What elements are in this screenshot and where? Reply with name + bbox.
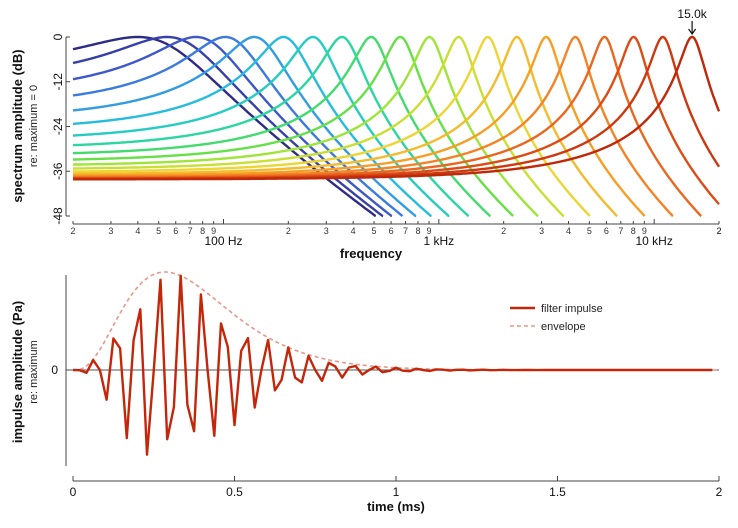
- x-tick-label: 7: [403, 226, 408, 236]
- decade-label: 1 kHz: [424, 234, 455, 248]
- impulse-panel: 0 0.5 1 1.5 2 0 time (ms) impulse amplitude (…: [10, 271, 723, 514]
- x-tick-label: 2: [716, 485, 723, 499]
- filter-response-curve: [73, 35, 618, 218]
- spectrum-y-label: spectrum amplitude (dB): [10, 49, 25, 202]
- decade-label: 10 kHz: [635, 234, 672, 248]
- y-tick-label: -12: [51, 73, 65, 91]
- x-tick-label: 2: [501, 226, 506, 236]
- x-tick-label: 9: [211, 226, 216, 236]
- spectrum-panel: 0-12-24-36-48 2 3 4 5 6 7 8 9 2 3 4 5 6 7 8 9 2 3 4 5 6 7 8 9 22…: [10, 7, 722, 261]
- x-tick-label: 0: [70, 485, 77, 499]
- x-tick-label: 5: [372, 226, 377, 236]
- x-tick-label: 6: [389, 226, 394, 236]
- impulse-x-label: time (ms): [367, 499, 425, 514]
- legend: filter impulse envelope: [510, 303, 603, 333]
- x-tick-label: 8: [631, 226, 636, 236]
- x-tick-label: 8: [200, 226, 205, 236]
- y-tick-label: -48: [51, 207, 65, 225]
- x-tick-label: 2: [286, 226, 291, 236]
- x-tick-label: 4: [351, 226, 356, 236]
- spectrum-y-sublabel: re: maximum = 0: [28, 85, 40, 167]
- x-tick-label: 0.5: [226, 485, 243, 499]
- filter-response-curve: [73, 35, 591, 217]
- impulse-y-sublabel: re: maximum: [28, 340, 40, 404]
- arrow-down-icon: [688, 21, 697, 36]
- filter-response-curve: [72, 35, 377, 218]
- x-tick-label: 7: [188, 226, 193, 236]
- x-tick-label: 3: [108, 226, 113, 236]
- filter-impulse-line: [72, 274, 713, 456]
- envelope-line: [73, 271, 718, 371]
- filter-response-curve: [73, 35, 565, 218]
- x-tick-label: 9: [642, 226, 647, 236]
- filter-response-curve: [73, 35, 450, 218]
- filter-response-curve: [73, 35, 721, 181]
- x-tick-label: 8: [415, 226, 420, 236]
- x-tick-label: 6: [173, 226, 178, 236]
- filter-response-curve: [73, 35, 491, 218]
- filter-response-curve: [73, 35, 514, 217]
- filter-response-curve: [73, 35, 646, 217]
- legend-label-impulse: filter impulse: [541, 303, 603, 315]
- x-tick-label: 2: [70, 226, 75, 236]
- x-tick-label: 9: [426, 226, 431, 236]
- x-tick-label: 3: [324, 226, 329, 236]
- x-tick-label: 3: [539, 226, 544, 236]
- x-tick-label: 1.5: [549, 485, 566, 499]
- x-tick-label: 7: [618, 226, 623, 236]
- y-tick-label: 0: [51, 33, 65, 40]
- filter-response-curve: [72, 35, 470, 218]
- x-tick-label: 5: [156, 226, 161, 236]
- filter-response-curve: [72, 35, 417, 218]
- spectrum-x-label: frequency: [340, 246, 403, 261]
- y-tick-label: 0: [51, 363, 58, 377]
- x-tick-label: 2: [716, 226, 721, 236]
- x-tick-label: 2: [716, 226, 721, 236]
- annotation-label: 15.0k: [677, 7, 707, 21]
- decade-label: 100 Hz: [204, 234, 242, 248]
- impulse-y-label: impulse amplitude (Pa): [10, 301, 25, 443]
- x-tick-label: 4: [135, 226, 140, 236]
- x-tick-label: 6: [604, 226, 609, 236]
- x-tick-label: 1: [393, 485, 400, 499]
- legend-label-envelope: envelope: [541, 321, 586, 333]
- x-tick-label: 5: [587, 226, 592, 236]
- filter-response-curve: [73, 35, 539, 218]
- y-tick-label: -36: [51, 162, 65, 180]
- y-tick-label: -24: [51, 118, 65, 136]
- x-tick-label: 4: [566, 226, 571, 236]
- peak-annotation: 15.0k: [677, 7, 708, 36]
